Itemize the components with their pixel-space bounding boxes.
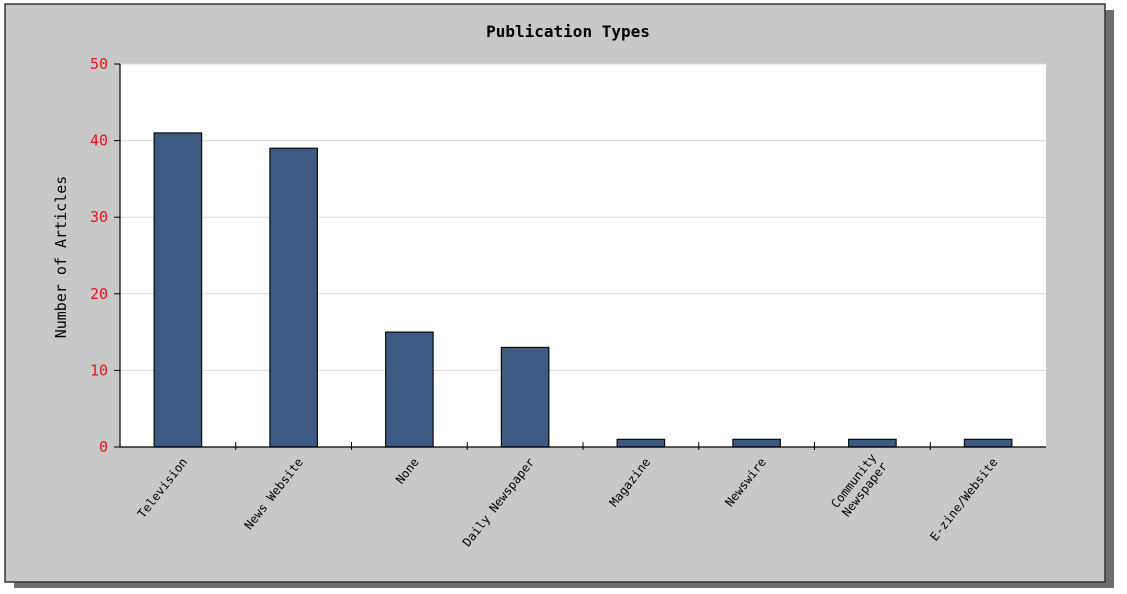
bar-daily-newspaper	[500, 346, 550, 448]
bar-e-zine-website	[963, 438, 1013, 448]
bar-magazine	[616, 438, 666, 448]
bar-television	[153, 132, 203, 448]
y-tick-label: 20	[90, 285, 108, 303]
bar-community-newspaper	[848, 438, 897, 448]
bars	[153, 132, 1013, 448]
bar-none	[385, 331, 434, 448]
y-tick-label: 10	[90, 361, 108, 379]
y-tick-label: 40	[90, 132, 108, 150]
y-tick-label: 30	[90, 208, 108, 226]
y-axis-label: Number of Articles	[52, 176, 70, 339]
chart-title: Publication Types	[486, 22, 650, 41]
bar-newswire	[732, 438, 781, 448]
x-ticks	[235, 442, 931, 450]
y-tick-label: 50	[90, 55, 108, 73]
bar-news-website	[269, 147, 318, 448]
y-tick-label: 0	[99, 438, 108, 456]
y-ticks: 0 10 20 30 40 50	[90, 55, 120, 456]
plot-area	[120, 64, 1046, 447]
